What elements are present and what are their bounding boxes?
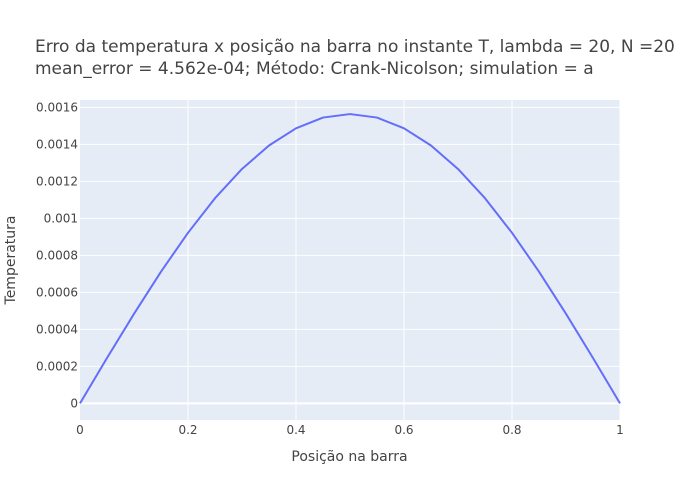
y-tick-label: 0.0004 [36,322,78,336]
y-tick-label: 0.0002 [36,359,78,373]
series-line-0 [79,113,621,404]
x-tick-labels: 0 0.2 0.4 0.6 0.8 1 [76,423,624,437]
series-layer [79,113,621,404]
y-tick-label: 0.0014 [36,137,78,151]
x-axis-title: Posição na barra [291,449,407,465]
chart-title-line2: mean_error = 4.562e-04; Método: Crank-Ni… [35,59,594,79]
y-tick-label: 0.0016 [36,100,78,114]
x-tick-label: 0.8 [502,423,521,437]
x-tick-label: 0.4 [286,423,305,437]
x-tick-label: 1 [616,423,624,437]
x-tick-label: 0 [76,423,84,437]
y-tick-label: 0.0006 [36,285,78,299]
y-axis-title: Temperatura [3,216,19,306]
y-tick-label: 0.001 [44,211,78,225]
x-tick-label: 0.6 [394,423,413,437]
plot-area [80,100,620,420]
y-tick-label: 0.0008 [36,248,78,262]
x-tick-label: 0.2 [178,423,197,437]
y-tick-label: 0 [70,396,78,410]
y-tick-labels: 0 0.0002 0.0004 0.0006 0.0008 0.001 0.0012 0.00… [36,100,78,410]
chart-title-line1: Erro da temperatura x posição na barra n… [35,37,675,57]
y-tick-label: 0.0012 [36,174,78,188]
gridlines [80,100,621,420]
